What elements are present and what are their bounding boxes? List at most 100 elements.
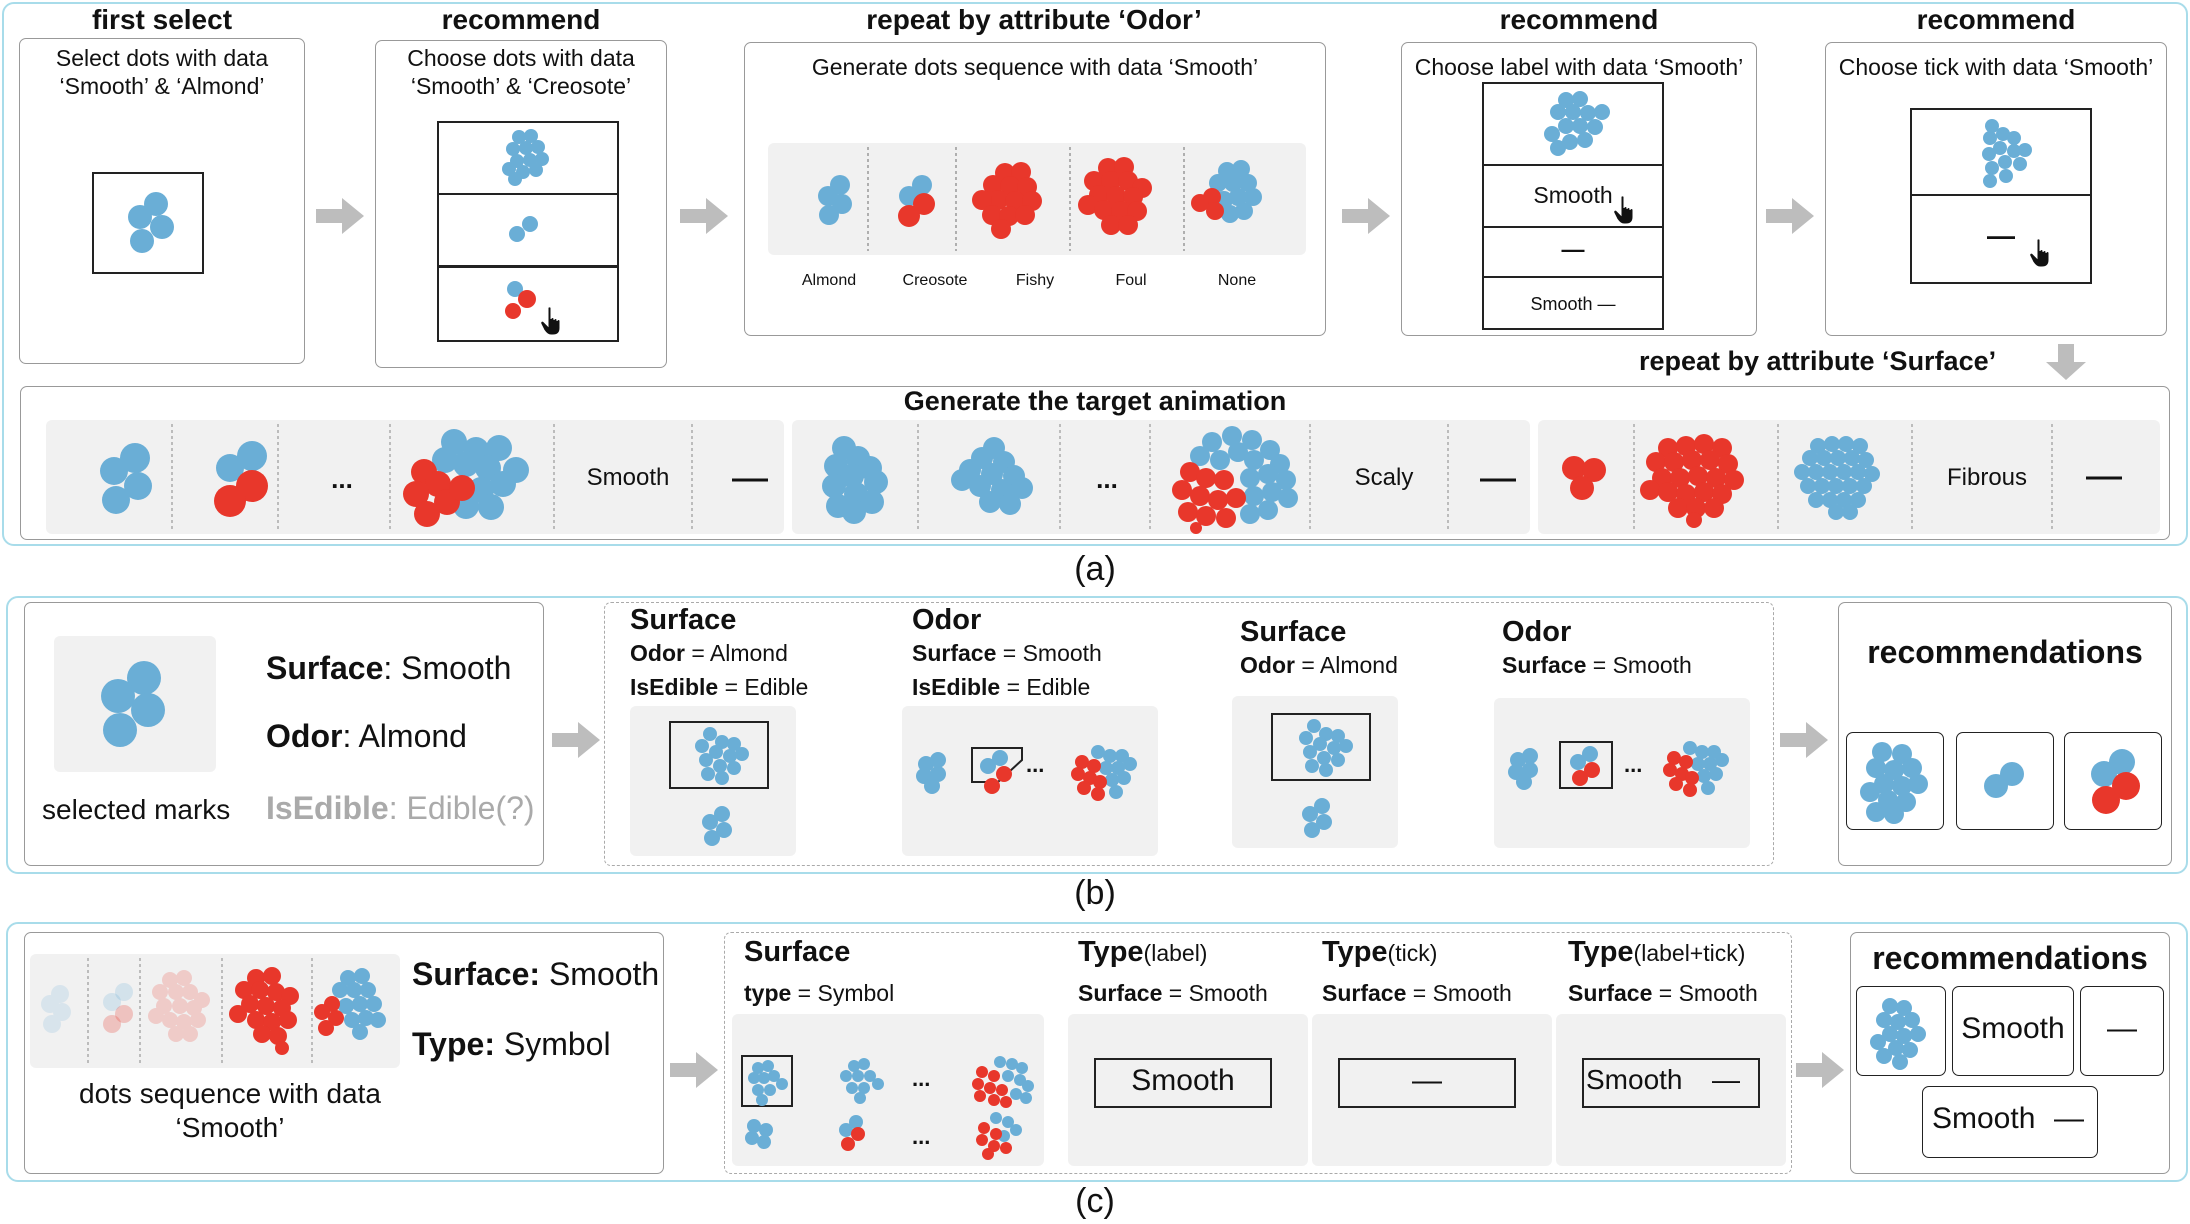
b-c1-title: Surface: [630, 604, 737, 636]
caption-b: (b): [1074, 874, 1116, 912]
c-c3-tick-box[interactable]: [1338, 1058, 1516, 1108]
b-c3-marks: [1271, 713, 1371, 838]
hand-pointer-icon: [1614, 195, 1638, 225]
recommend2-dots: [1544, 91, 1610, 156]
b-c3-row1-val: = Almond: [1294, 652, 1398, 678]
sequence-caption-1: dots sequence with data: [79, 1078, 381, 1109]
recommend2-option-label[interactable]: [1482, 164, 1664, 228]
recommend2-option-tick[interactable]: [1482, 228, 1664, 278]
c-c2-row1-key: Surface: [1078, 980, 1163, 1006]
c-c3-title: Type(tick): [1322, 936, 1437, 969]
b-c4-title: Odor: [1502, 616, 1572, 648]
b-c4-row1: Surface = Smooth: [1502, 652, 1692, 679]
b-c2-row1-val: = Smooth: [996, 640, 1102, 666]
hand-pointer-icon: [2030, 238, 2054, 268]
selected-isedible-line: IsEdible: Edible(?): [266, 790, 535, 827]
c-c1-marks: [732, 1014, 1044, 1166]
derivation-group-c: [724, 932, 1792, 1174]
b-c1-row2-key: IsEdible: [630, 674, 719, 700]
b-c1-row2-val: = Edible: [718, 674, 809, 700]
sequence-caption-2: ‘Smooth’: [175, 1112, 285, 1143]
arrow-right-icon: [1780, 722, 1828, 758]
selected-odor-key: Odor: [266, 718, 343, 754]
b-c4-ellipsis: ...: [1624, 752, 1643, 777]
c-c4-row1: Surface = Smooth: [1568, 980, 1758, 1007]
sequence-type-val: Symbol: [494, 1026, 611, 1062]
target-label-fibrous: Fibrous: [1946, 464, 2028, 491]
target-group-3-marks: [1562, 424, 2122, 530]
selected-odor-line: Odor: Almond: [266, 718, 467, 755]
c-rec-both-tick: —: [2054, 1102, 2084, 1135]
recommend2-card: [1401, 42, 1757, 336]
b-rec-option-2-dots: [1984, 762, 2024, 798]
c-rec-option-tick[interactable]: [2080, 986, 2164, 1076]
selected-surface-line: Surface: Smooth: [266, 650, 511, 687]
c-rec-option-both[interactable]: [1922, 1086, 2098, 1158]
odor-label-none: None: [1217, 272, 1257, 289]
arrow-right-icon: [1766, 198, 1814, 234]
c-c3-row1-val: = Smooth: [1406, 980, 1512, 1006]
recommend1-option-3[interactable]: [437, 266, 619, 342]
first-select-frame[interactable]: [92, 172, 204, 274]
c-c2-label-box[interactable]: [1094, 1058, 1272, 1108]
repeat-odor-desc: Generate dots sequence with data ‘Smooth…: [811, 54, 1259, 80]
repeat-surface-title: repeat by attribute ‘Surface’: [1639, 346, 1997, 376]
odor-label-creosote: Creosote: [902, 272, 968, 289]
recommend1-title: recommend: [441, 4, 601, 35]
arrow-right-icon: [316, 198, 364, 234]
c-c4-both-tick: —: [1712, 1064, 1740, 1095]
c-c3-title-main: Type: [1322, 936, 1388, 968]
c-c2-row1: Surface = Smooth: [1078, 980, 1268, 1007]
selected-surface-val: : Smooth: [383, 650, 512, 686]
b-c2-row1: Surface = Smooth: [912, 640, 1102, 667]
c-rec-option-label[interactable]: [1952, 986, 2074, 1076]
b-rec-option-1-dots: [1860, 742, 1928, 824]
b-c4-row1-key: Surface: [1502, 652, 1587, 678]
recommend1-option-1[interactable]: [437, 121, 619, 195]
recommend2-option-dots[interactable]: [1482, 82, 1664, 164]
arrow-right-icon: [680, 198, 728, 234]
derivation-group-b: [604, 602, 1774, 866]
sequence-type-line: Type: Symbol: [412, 1026, 611, 1063]
recommend3-dots: [1982, 119, 2032, 188]
recommend2-option-both[interactable]: [1482, 278, 1664, 330]
recommend1-desc-2: ‘Smooth’ & ‘Creosote’: [410, 73, 632, 99]
target-group-2-marks: [822, 424, 1516, 534]
b-c3-title: Surface: [1240, 616, 1347, 648]
target-label-smooth: Smooth: [586, 464, 670, 491]
recommend2-title: recommend: [1499, 4, 1659, 35]
c-c3-tick-text: —: [1412, 1064, 1442, 1097]
c-c3-row1: Surface = Smooth: [1322, 980, 1512, 1007]
c-c4-title-sub: (label+tick): [1633, 940, 1746, 966]
c-c3-title-sub: (tick): [1387, 940, 1438, 966]
target-group-1-marks: [100, 424, 768, 530]
recommend3-tick-text: —: [1987, 220, 2015, 251]
c-c2-row1-val: = Smooth: [1162, 980, 1268, 1006]
b-c3-row1: Odor = Almond: [1240, 652, 1398, 679]
b-c1-row1: Odor = Almond: [630, 640, 788, 667]
c-c4-both-box[interactable]: [1582, 1058, 1760, 1108]
c-c2-title-main: Type: [1078, 936, 1144, 968]
odor-sequence-dots: [818, 147, 1262, 251]
caption-a: (a): [1074, 550, 1116, 588]
c-c1-row1: type = Symbol: [744, 980, 894, 1007]
selected-isedible-val: : Edible(?): [388, 790, 535, 826]
c-rec-label-text: Smooth: [1961, 1012, 2065, 1045]
target-ellipsis-1: ...: [331, 464, 353, 494]
sequence-type-key: Type:: [412, 1026, 495, 1062]
b-recommendations-title: recommendations: [1867, 634, 2143, 670]
selected-marks-dots: [101, 661, 165, 747]
selected-isedible-key: IsEdible: [266, 790, 389, 826]
c-rec-both-label: Smooth: [1932, 1102, 2036, 1135]
arrow-right-icon: [1796, 1052, 1844, 1088]
b-c1-row1-key: Odor: [630, 640, 685, 666]
panel-c: [6, 922, 2188, 1182]
c-c4-row1-key: Surface: [1568, 980, 1653, 1006]
selected-caption: selected marks: [42, 794, 231, 825]
b-rec-option-3-dots: [2091, 749, 2140, 814]
c-c2-title: Type(label): [1078, 936, 1207, 969]
c-rec-tick-text: —: [2107, 1012, 2137, 1045]
c-c4-both-label: Smooth: [1586, 1064, 1683, 1095]
recommend3-option-tick[interactable]: [1910, 194, 2092, 284]
c-c4-row1-val: = Smooth: [1652, 980, 1758, 1006]
